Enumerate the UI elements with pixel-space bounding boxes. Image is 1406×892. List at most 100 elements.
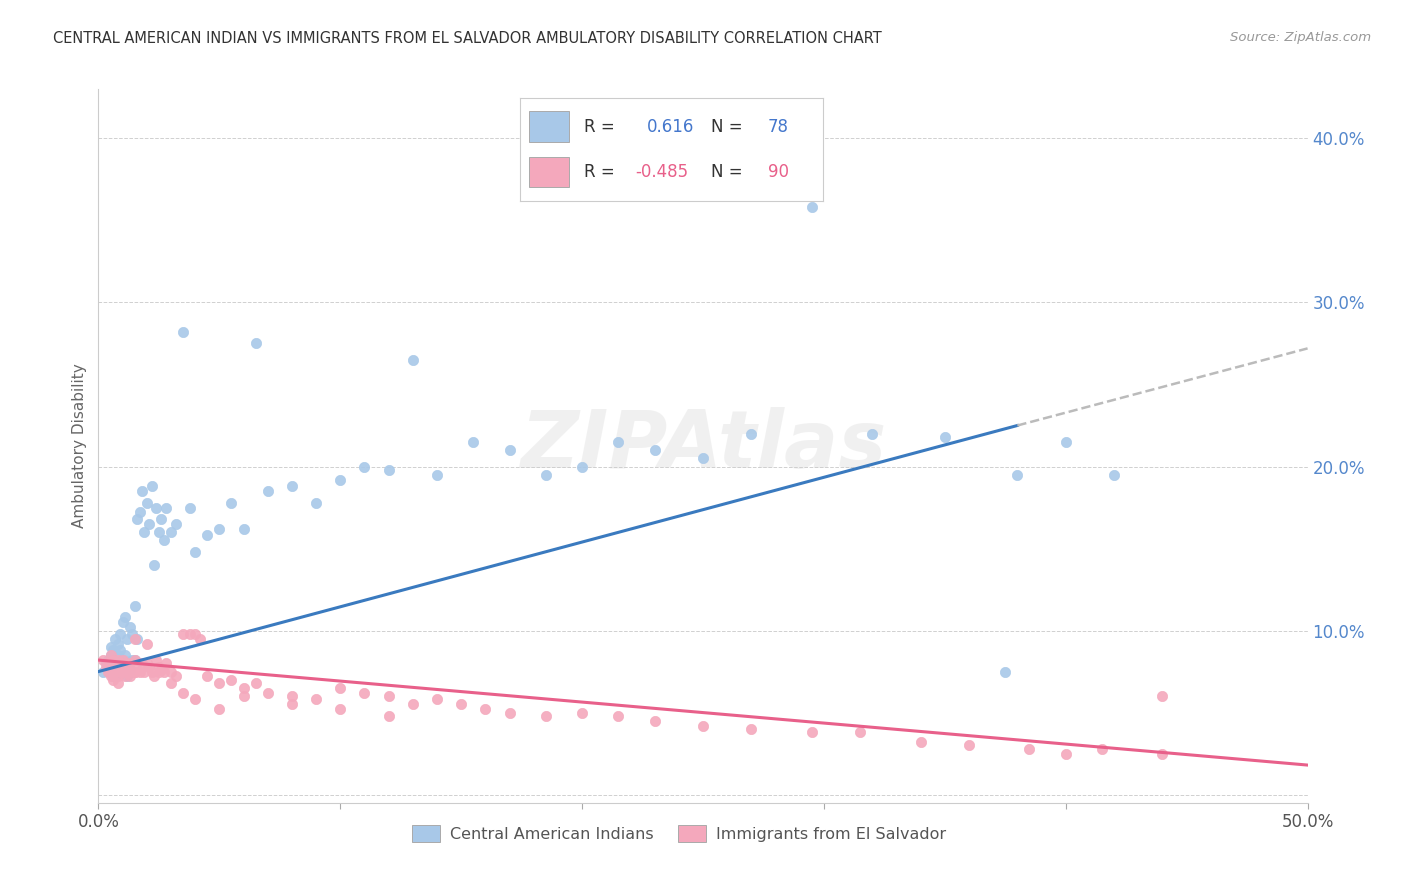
Point [934, 430, 956, 444]
Point [165, 516, 187, 531]
Point [232, 689, 254, 703]
Point [97, 659, 120, 673]
Point [94, 657, 117, 671]
Point [131, 657, 153, 671]
Point [281, 689, 304, 703]
Text: N =: N = [710, 118, 742, 136]
Point [101, 653, 124, 667]
Point [100, 659, 122, 673]
Point [377, 709, 399, 723]
Point [179, 500, 201, 515]
Point [107, 653, 129, 667]
Point [534, 709, 557, 723]
Text: R =: R = [583, 118, 614, 136]
Point [305, 692, 328, 706]
Point [108, 627, 131, 641]
Point [124, 632, 146, 646]
Point [740, 722, 762, 736]
Point [1152, 689, 1174, 703]
Point [232, 681, 254, 695]
Point [117, 669, 139, 683]
Point [104, 669, 127, 683]
Point [131, 484, 153, 499]
Point [1018, 741, 1040, 756]
Point [114, 610, 136, 624]
Point [104, 665, 127, 679]
Text: Source: ZipAtlas.com: Source: ZipAtlas.com [1230, 31, 1371, 45]
Point [474, 702, 496, 716]
Point [329, 702, 352, 716]
Text: N =: N = [710, 163, 742, 181]
Point [353, 686, 375, 700]
Point [957, 739, 980, 753]
Point [124, 665, 146, 679]
Point [256, 686, 278, 700]
Point [118, 669, 141, 683]
Point [281, 479, 304, 493]
Point [135, 657, 157, 671]
Point [195, 669, 218, 683]
Point [256, 484, 278, 499]
Point [135, 637, 157, 651]
Point [172, 686, 194, 700]
Bar [529, 112, 568, 142]
Point [104, 657, 127, 671]
Point [111, 615, 134, 630]
Point [305, 495, 328, 509]
Point [353, 459, 375, 474]
Point [101, 669, 124, 683]
Text: 90: 90 [768, 163, 789, 181]
Point [498, 706, 520, 720]
Y-axis label: Ambulatory Disability: Ambulatory Disability [72, 364, 87, 528]
Point [184, 627, 207, 641]
Point [107, 659, 129, 673]
Point [860, 426, 883, 441]
Point [221, 495, 243, 509]
Point [100, 648, 122, 662]
Point [152, 665, 174, 679]
Point [426, 467, 449, 482]
Point [104, 657, 127, 671]
Point [148, 525, 170, 540]
Point [160, 676, 183, 690]
Point [232, 522, 254, 536]
Point [117, 632, 139, 646]
Point [91, 653, 114, 667]
Point [1054, 434, 1077, 449]
Point [160, 525, 183, 540]
Point [208, 676, 231, 690]
Point [141, 665, 163, 679]
Text: 78: 78 [768, 118, 789, 136]
Point [97, 665, 120, 679]
Point [117, 659, 139, 673]
Point [994, 665, 1017, 679]
Point [108, 643, 131, 657]
Point [124, 599, 146, 613]
Point [111, 665, 134, 679]
Point [1102, 467, 1125, 482]
Point [208, 702, 231, 716]
Point [141, 479, 163, 493]
Point [607, 434, 630, 449]
Point [107, 669, 129, 683]
Point [150, 512, 173, 526]
Point [148, 659, 170, 673]
Point [107, 648, 129, 662]
Point [245, 676, 267, 690]
Point [101, 643, 124, 657]
Point [426, 692, 449, 706]
Point [111, 665, 134, 679]
Point [188, 632, 211, 646]
Point [134, 525, 156, 540]
Text: R =: R = [583, 163, 614, 181]
Point [1091, 741, 1114, 756]
Point [195, 528, 218, 542]
Text: -0.485: -0.485 [636, 163, 688, 181]
Legend: Central American Indians, Immigrants from El Salvador: Central American Indians, Immigrants fro… [405, 819, 952, 848]
Point [145, 653, 167, 667]
Point [138, 516, 160, 531]
Point [101, 663, 124, 677]
Point [107, 637, 129, 651]
Point [1152, 747, 1174, 761]
Point [329, 473, 352, 487]
